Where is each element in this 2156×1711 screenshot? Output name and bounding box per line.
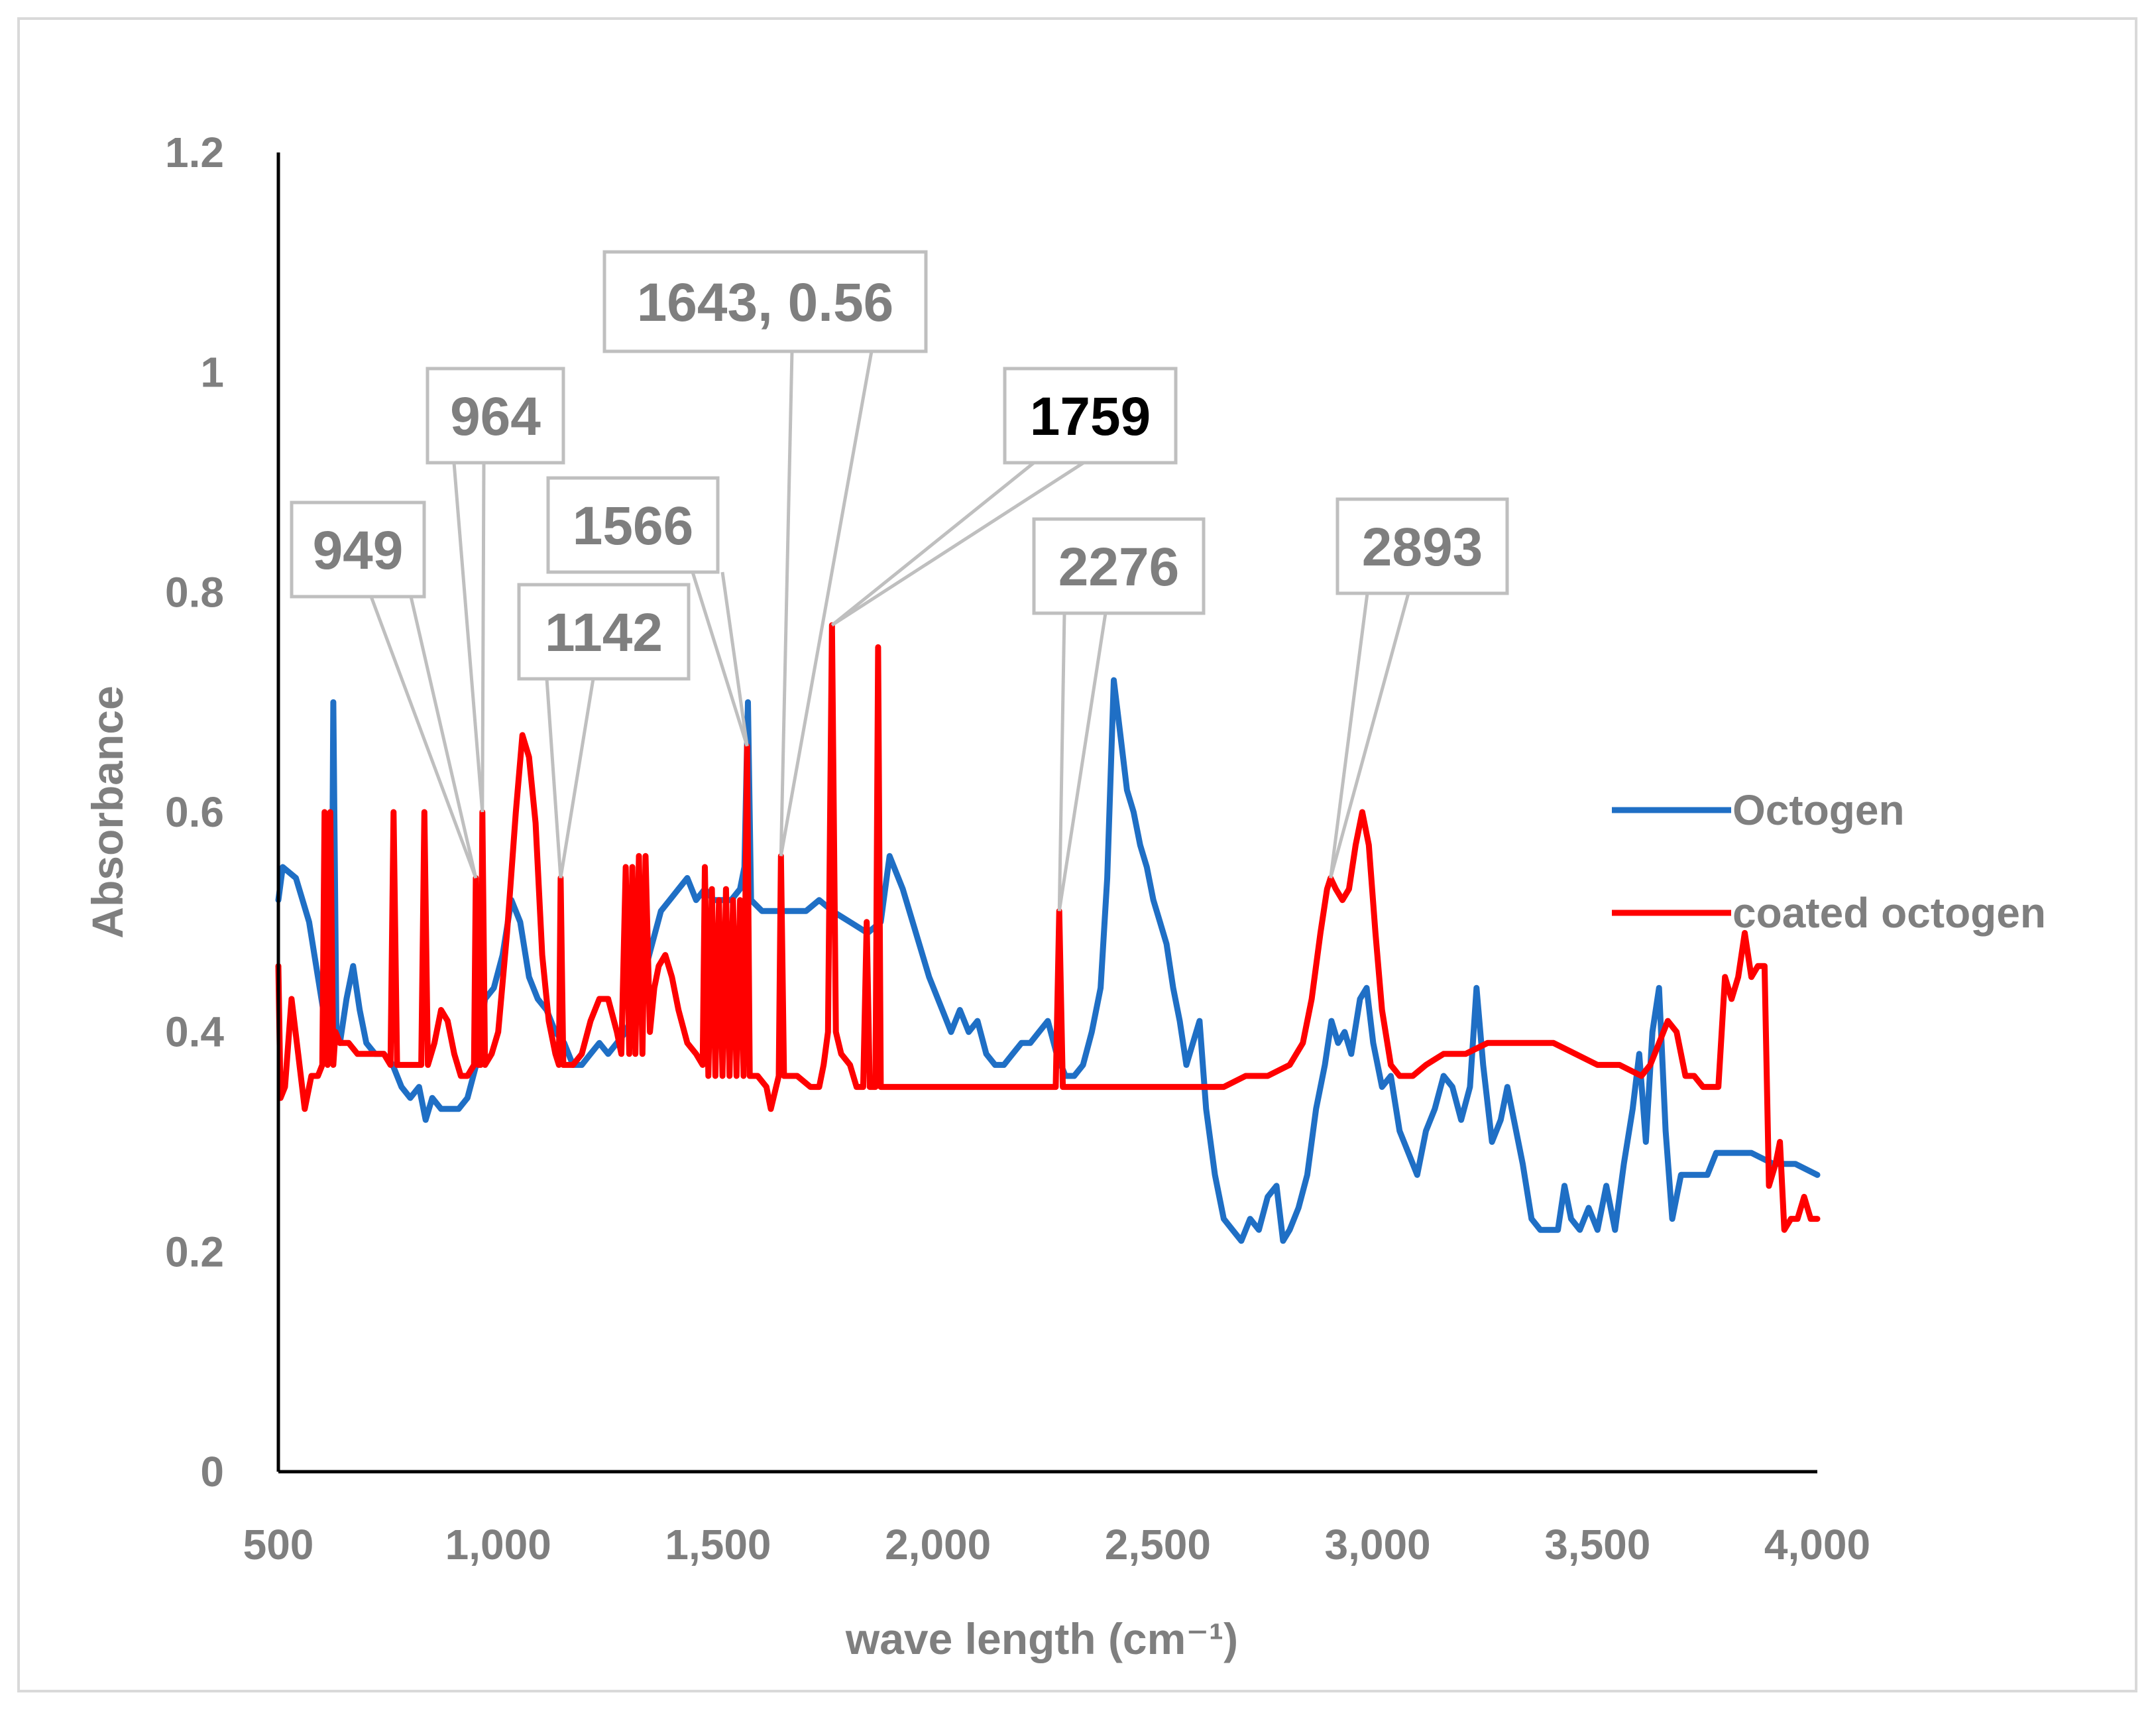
legend[interactable]: Octogen coated octogen bbox=[1612, 786, 2046, 937]
callout-leader bbox=[545, 678, 563, 878]
callout-leader bbox=[691, 571, 749, 747]
callout-leader bbox=[830, 461, 1035, 627]
x-tick-label: 1,000 bbox=[445, 1521, 551, 1568]
legend-item-coated-octogen[interactable]: coated octogen bbox=[1612, 889, 2046, 937]
callouts: 949 964 1142 1566 1643, 0.56 1759 2276 2893 bbox=[290, 250, 1509, 912]
callout-box bbox=[1032, 517, 1206, 615]
callout-leader bbox=[830, 461, 1085, 627]
callout-label: 1759 bbox=[1030, 386, 1151, 447]
callout-box bbox=[426, 367, 565, 465]
x-tick-label: 2,500 bbox=[1105, 1521, 1211, 1568]
callout-leader bbox=[1329, 593, 1410, 879]
callout-box bbox=[602, 250, 928, 353]
callout-leader bbox=[369, 596, 478, 879]
x-tick-label: 4,000 bbox=[1764, 1521, 1870, 1568]
callout-leader bbox=[779, 351, 794, 856]
callout-leader bbox=[720, 571, 749, 746]
callout-box bbox=[1003, 367, 1178, 465]
callout-leader bbox=[779, 351, 874, 856]
callout-box bbox=[290, 501, 426, 599]
legend-item-octogen[interactable]: Octogen bbox=[1612, 786, 1905, 834]
chart-frame bbox=[17, 17, 2137, 1692]
x-tick-label: 500 bbox=[243, 1521, 314, 1568]
callout-leader bbox=[1329, 593, 1369, 878]
callout-leader bbox=[481, 462, 486, 813]
callout-label: 1566 bbox=[573, 496, 693, 556]
y-tick-label: 1 bbox=[200, 349, 224, 396]
callout-label: 949 bbox=[313, 520, 404, 581]
callout-label: 1142 bbox=[545, 603, 663, 663]
y-tick-label: 0 bbox=[200, 1448, 224, 1496]
x-axis-title: wave length (cm⁻¹) bbox=[845, 1614, 1238, 1663]
callout-label: 964 bbox=[450, 386, 541, 447]
x-tick-label: 2,000 bbox=[885, 1521, 991, 1568]
callout-label: 1643, 0.56 bbox=[637, 272, 894, 333]
y-tick-label: 1.2 bbox=[165, 129, 224, 176]
y-tick-label: 0.2 bbox=[165, 1228, 224, 1275]
callout-leader bbox=[1057, 613, 1066, 912]
y-axis-title: Absorbance bbox=[83, 685, 132, 938]
callout-leader bbox=[1057, 613, 1107, 912]
y-tick-label: 0.8 bbox=[165, 568, 224, 616]
series-layer bbox=[275, 622, 1821, 1244]
callout-box bbox=[1335, 497, 1509, 595]
x-tick-label: 1,500 bbox=[665, 1521, 771, 1568]
x-tick-label: 3,000 bbox=[1324, 1521, 1430, 1568]
callout-leader bbox=[559, 678, 595, 878]
y-tick-label: 0.4 bbox=[165, 1008, 224, 1056]
legend-label: coated octogen bbox=[1732, 889, 2046, 937]
series-line-coated-octogen bbox=[275, 622, 1821, 1233]
callout-box bbox=[517, 583, 691, 681]
callout-box bbox=[546, 476, 720, 574]
axes bbox=[276, 152, 1817, 1474]
callout-label: 2276 bbox=[1058, 537, 1179, 597]
callout-leader bbox=[409, 596, 478, 879]
y-tick-label: 0.6 bbox=[165, 788, 224, 836]
legend-label: Octogen bbox=[1732, 786, 1905, 834]
callout-label: 2893 bbox=[1362, 517, 1483, 577]
x-tick-label: 3,500 bbox=[1544, 1521, 1650, 1568]
callout-leader bbox=[452, 462, 484, 813]
tick-labels: 0 0.2 0.4 0.6 0.8 1 1.2 500 1,000 1,500 2,000 2,500… bbox=[165, 129, 1870, 1568]
series-line-octogen bbox=[275, 677, 1821, 1244]
